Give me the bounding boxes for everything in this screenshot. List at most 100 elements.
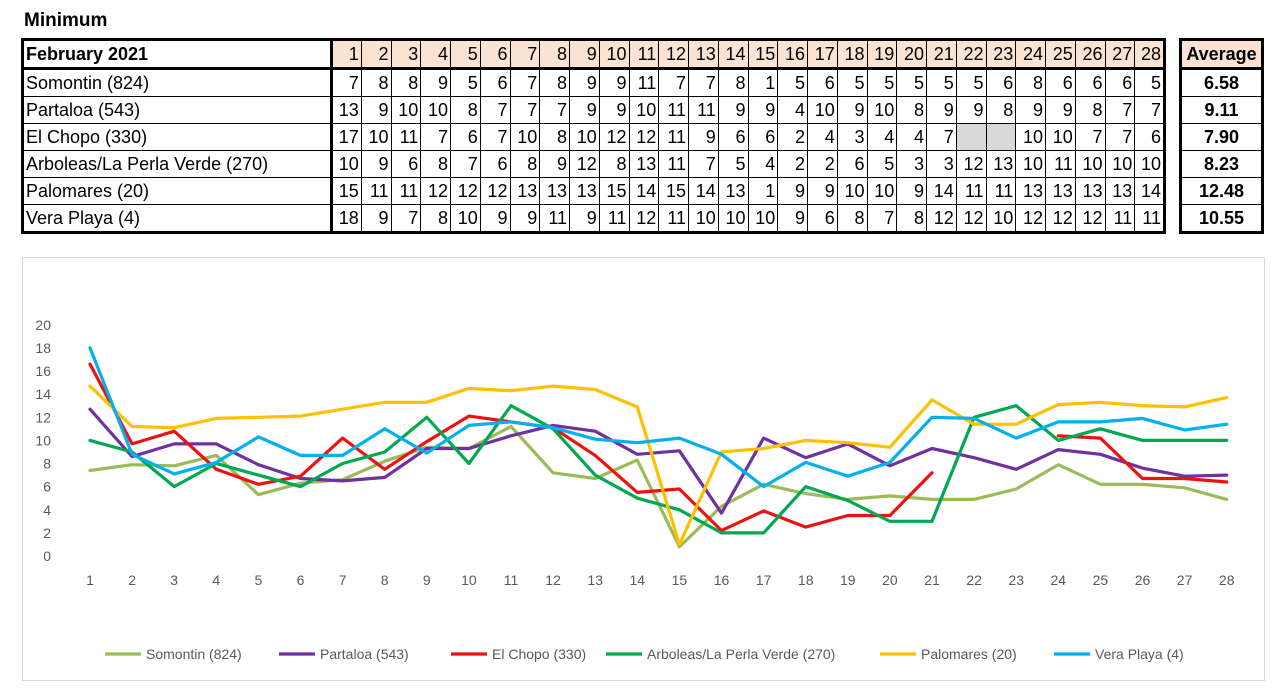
- y-tick-label: 8: [43, 456, 51, 472]
- table-cell: 13: [1074, 177, 1106, 205]
- table-cell: 10: [360, 123, 392, 151]
- day-header-22: 22: [955, 39, 987, 69]
- table-row: Palomares (20) 15 11 11 12 12 12 13 13 13 15 14 15 14…: [22, 177, 1165, 205]
- table-cell: 10: [866, 96, 898, 124]
- table-cell: 9: [688, 123, 719, 151]
- x-tick-label: 21: [924, 572, 940, 588]
- table-cell: 12: [598, 123, 630, 151]
- table-cell: 8: [985, 96, 1017, 124]
- table-cell: 13: [985, 150, 1017, 178]
- table-cell: 9: [1045, 96, 1076, 124]
- y-tick-label: 14: [35, 386, 51, 402]
- page-title: Minimum: [24, 10, 108, 31]
- table-cell: 9: [1015, 96, 1046, 124]
- table-cell: 12: [955, 150, 987, 178]
- average-row: 9.11: [1180, 96, 1263, 124]
- legend-label: Partaloa (543): [320, 646, 409, 662]
- table-cell: 7: [509, 68, 541, 97]
- table-cell: 9: [777, 177, 808, 205]
- x-tick-label: 12: [545, 572, 561, 588]
- table-cell: 12: [628, 204, 660, 233]
- table-cell: 10: [807, 96, 838, 124]
- table-row: Somontin (824) 7 8 8 9 5 6 7 8 9 9 11 7 7 8 1 5 6 5 5 5 5 5 6 8 6…: [22, 68, 1165, 97]
- x-tick-label: 6: [297, 572, 305, 588]
- table-cell: 12: [1045, 204, 1076, 233]
- station-name: Arboleas/La Perla Verde (270): [22, 150, 333, 178]
- table-cell: 7: [539, 96, 570, 124]
- table-cell: 14: [688, 177, 719, 205]
- table-cell: 2: [777, 150, 808, 178]
- temperature-table: February 2021 1 2 3 4 5 6 7 8 9 10 11 12 13 14 15 16 17 1…: [21, 38, 1166, 234]
- table-cell: 15: [598, 177, 630, 205]
- day-header-2: 2: [360, 39, 392, 69]
- table-cell: 11: [539, 204, 570, 233]
- legend-label: Palomares (20): [921, 646, 1017, 662]
- series-line: [88, 424, 1229, 549]
- y-tick-label: 0: [43, 548, 51, 564]
- average-row: 7.90: [1180, 123, 1263, 151]
- table-cell: 9: [836, 96, 868, 124]
- average-row: 8.23: [1180, 150, 1263, 178]
- average-value: 10.55: [1180, 204, 1263, 233]
- table-cell: 12: [450, 177, 481, 205]
- table-cell: 12: [1015, 204, 1046, 233]
- day-header-14: 14: [717, 39, 749, 69]
- table-cell: 9: [360, 96, 392, 124]
- table-cell: 9: [747, 96, 779, 124]
- table-cell: 9: [807, 177, 838, 205]
- table-cell: 7: [866, 204, 898, 233]
- day-header-25: 25: [1045, 39, 1076, 69]
- table-cell: 9: [717, 96, 749, 124]
- table-cell: 10: [450, 204, 481, 233]
- table-cell: 11: [985, 177, 1017, 205]
- x-tick-label: 2: [128, 572, 136, 588]
- table-cell: 7: [1074, 123, 1106, 151]
- table-cell: 8: [539, 68, 570, 97]
- table-cell: 7: [331, 68, 362, 97]
- table-cell: 11: [1045, 150, 1076, 178]
- table-cell: 8: [1015, 68, 1046, 97]
- table-cell: 11: [628, 68, 660, 97]
- table-cell: 7: [479, 96, 511, 124]
- day-header-24: 24: [1015, 39, 1046, 69]
- table-cell: 5: [955, 68, 987, 97]
- table-cell: 13: [509, 177, 541, 205]
- day-header-15: 15: [747, 39, 779, 69]
- table-cell: 8: [836, 204, 868, 233]
- x-tick-label: 28: [1219, 572, 1235, 588]
- table-cell: 9: [360, 204, 392, 233]
- table-cell: 10: [1045, 123, 1076, 151]
- x-tick-label: 8: [381, 572, 389, 588]
- table-cell: 11: [598, 204, 630, 233]
- day-header-20: 20: [896, 39, 927, 69]
- table-cell: 12: [628, 123, 660, 151]
- table-cell: 11: [658, 123, 689, 151]
- table-cell: 10: [1015, 123, 1046, 151]
- day-header-17: 17: [807, 39, 838, 69]
- table-cell: 11: [955, 177, 987, 205]
- table-cell: 12: [1074, 204, 1106, 233]
- table-cell: 12: [479, 177, 511, 205]
- series-line: [88, 407, 1229, 515]
- table-cell: 10: [420, 96, 451, 124]
- table-cell: 14: [926, 177, 957, 205]
- table-cell: 7: [1134, 96, 1165, 124]
- average-row: 6.58: [1180, 68, 1263, 97]
- average-value: 7.90: [1180, 123, 1263, 151]
- table-cell: 9: [420, 68, 451, 97]
- table-cell: 6: [985, 68, 1017, 97]
- table-cell: 7: [1104, 96, 1136, 124]
- table-cell: 15: [331, 177, 362, 205]
- day-header-12: 12: [658, 39, 689, 69]
- table-cell: 13: [1015, 177, 1046, 205]
- series-line: [88, 346, 1229, 489]
- table-cell: 7: [420, 123, 451, 151]
- table-cell: 7: [450, 150, 481, 178]
- table-cell: 11: [390, 123, 422, 151]
- table-cell: 13: [628, 150, 660, 178]
- day-header-1: 1: [331, 39, 362, 69]
- x-tick-label: 7: [339, 572, 347, 588]
- table-cell: 8: [896, 204, 927, 233]
- y-tick-label: 16: [35, 363, 51, 379]
- series-line: [1056, 434, 1229, 484]
